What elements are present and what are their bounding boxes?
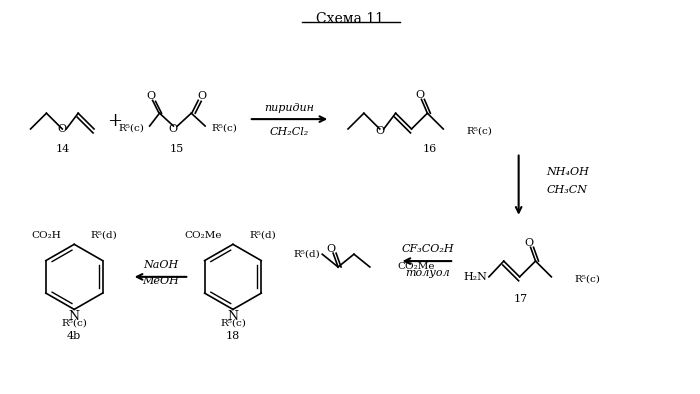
Text: R⁵(c): R⁵(c) <box>220 319 246 328</box>
Text: CF₃CO₂H: CF₃CO₂H <box>401 244 454 254</box>
Text: CO₂Me: CO₂Me <box>398 262 435 271</box>
Text: H₂N: H₂N <box>463 272 487 282</box>
Text: O: O <box>197 91 206 101</box>
Text: MeOH: MeOH <box>142 276 179 286</box>
Text: 14: 14 <box>55 144 69 154</box>
Text: 4b: 4b <box>67 331 81 341</box>
Text: O: O <box>57 124 67 134</box>
Text: R⁵(c): R⁵(c) <box>62 319 87 328</box>
Text: N: N <box>228 310 239 323</box>
Text: N: N <box>69 310 80 323</box>
Text: NH₄OH: NH₄OH <box>547 167 589 177</box>
Text: R⁵(d): R⁵(d) <box>90 231 118 240</box>
Text: 18: 18 <box>226 331 240 341</box>
Text: +: + <box>107 112 122 130</box>
Text: 16: 16 <box>422 144 437 154</box>
Text: CO₂Me: CO₂Me <box>184 231 222 240</box>
Text: R⁵(c): R⁵(c) <box>466 126 492 136</box>
Text: R⁵(c): R⁵(c) <box>211 123 237 132</box>
Text: R⁵(d): R⁵(d) <box>249 231 276 240</box>
Text: толуол: толуол <box>405 268 450 278</box>
Text: O: O <box>524 238 533 248</box>
Text: R⁵(c): R⁵(c) <box>119 123 145 132</box>
Text: O: O <box>169 124 178 134</box>
Text: Схема 11: Схема 11 <box>316 11 384 26</box>
Text: R⁵(c): R⁵(c) <box>574 274 600 283</box>
Text: O: O <box>375 126 384 136</box>
Text: O: O <box>146 91 155 101</box>
Text: 15: 15 <box>169 144 183 154</box>
Text: O: O <box>327 244 336 254</box>
Text: пиридин: пиридин <box>265 103 314 113</box>
Text: O: O <box>415 91 424 100</box>
Text: 17: 17 <box>514 294 528 303</box>
Text: R⁵(d): R⁵(d) <box>293 250 320 259</box>
Text: NaOH: NaOH <box>143 260 178 270</box>
Text: CH₃CN: CH₃CN <box>547 185 587 195</box>
Text: CH₂Cl₂: CH₂Cl₂ <box>270 127 309 137</box>
Text: CO₂H: CO₂H <box>32 231 62 240</box>
